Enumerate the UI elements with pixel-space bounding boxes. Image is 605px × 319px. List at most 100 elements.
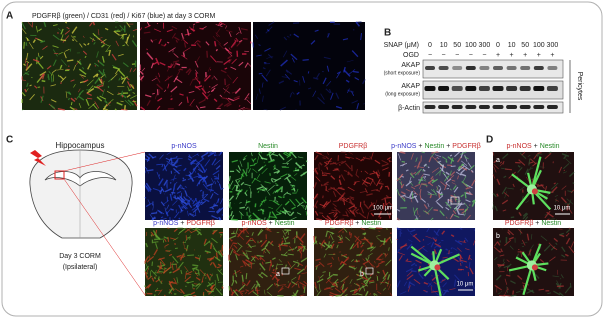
texture: [297, 156, 304, 159]
texture: [269, 264, 271, 271]
texture: [195, 158, 203, 165]
texture: [551, 182, 559, 190]
texture: [217, 269, 224, 275]
texture: [217, 250, 223, 258]
texture: [211, 206, 215, 210]
texture: [333, 200, 339, 202]
texture: [180, 269, 183, 275]
texture: [348, 151, 353, 155]
texture: [335, 92, 340, 99]
texture: [565, 234, 568, 237]
texture: [146, 99, 151, 106]
texture: [232, 242, 238, 245]
texture: [37, 55, 42, 59]
texture: [209, 273, 213, 277]
texture: [286, 35, 290, 38]
texture: [537, 183, 539, 186]
texture: [176, 70, 181, 77]
texture: [105, 44, 111, 53]
texture: [203, 240, 211, 247]
texture: [231, 91, 237, 94]
texture: [184, 272, 187, 280]
texture: [245, 250, 252, 252]
texture: [457, 202, 463, 210]
texture: [419, 183, 422, 189]
texture: [315, 176, 321, 182]
texture: [228, 31, 232, 38]
texture: [110, 73, 118, 81]
texture: [400, 194, 406, 198]
texture: [257, 229, 264, 236]
texture: [21, 22, 26, 30]
band: [478, 105, 490, 109]
texture: [336, 71, 342, 75]
cell-nucleus: [531, 264, 538, 271]
texture: [297, 268, 305, 275]
texture: [431, 155, 439, 163]
texture: [261, 271, 268, 278]
texture: [342, 214, 348, 217]
texture: [314, 154, 319, 161]
texture: [288, 151, 291, 154]
texture: [92, 21, 96, 26]
texture: [216, 273, 220, 282]
texture: [154, 28, 162, 33]
texture: [181, 206, 184, 209]
texture: [501, 186, 507, 195]
texture: [517, 274, 523, 280]
texture: [442, 282, 447, 288]
texture: [335, 294, 342, 297]
texture: [389, 160, 393, 162]
texture: [275, 188, 283, 191]
texture: [376, 190, 381, 192]
texture: [248, 168, 251, 173]
texture: [430, 176, 434, 180]
texture: [397, 177, 401, 181]
texture: [319, 274, 324, 279]
texture: [242, 157, 246, 161]
texture: [208, 241, 214, 246]
texture: [445, 178, 452, 184]
band: [533, 105, 545, 109]
texture: [397, 252, 406, 256]
texture: [410, 195, 418, 199]
snap-value: 10: [508, 42, 516, 49]
texture: [345, 162, 352, 170]
texture: [235, 192, 240, 200]
texture: [445, 171, 450, 176]
texture: [81, 75, 85, 79]
caption-part: PDGFRβ: [452, 143, 481, 150]
texture: [399, 162, 408, 167]
texture: [346, 59, 354, 63]
texture: [274, 282, 276, 286]
texture: [51, 69, 57, 74]
texture: [269, 259, 273, 266]
texture: [74, 97, 77, 101]
texture: [159, 257, 166, 266]
texture: [150, 62, 154, 69]
texture: [430, 241, 435, 248]
condition: Day 3 CORM: [59, 253, 101, 260]
texture: [187, 210, 189, 217]
texture: [203, 198, 210, 203]
texture: [173, 167, 180, 175]
texture: [406, 274, 414, 280]
texture: [276, 200, 279, 203]
texture: [191, 167, 197, 175]
texture: [141, 67, 146, 72]
texture: [508, 236, 514, 240]
texture: [330, 175, 336, 180]
texture: [191, 283, 195, 287]
texture: [433, 249, 438, 255]
texture: [431, 167, 439, 173]
texture: [343, 169, 348, 172]
texture: [360, 244, 364, 248]
texture: [245, 235, 250, 238]
texture: [373, 293, 378, 296]
texture: [498, 295, 506, 297]
texture: [543, 244, 551, 252]
texture: [347, 186, 355, 192]
texture: [378, 181, 383, 184]
texture: [303, 280, 308, 285]
texture: [194, 209, 197, 217]
